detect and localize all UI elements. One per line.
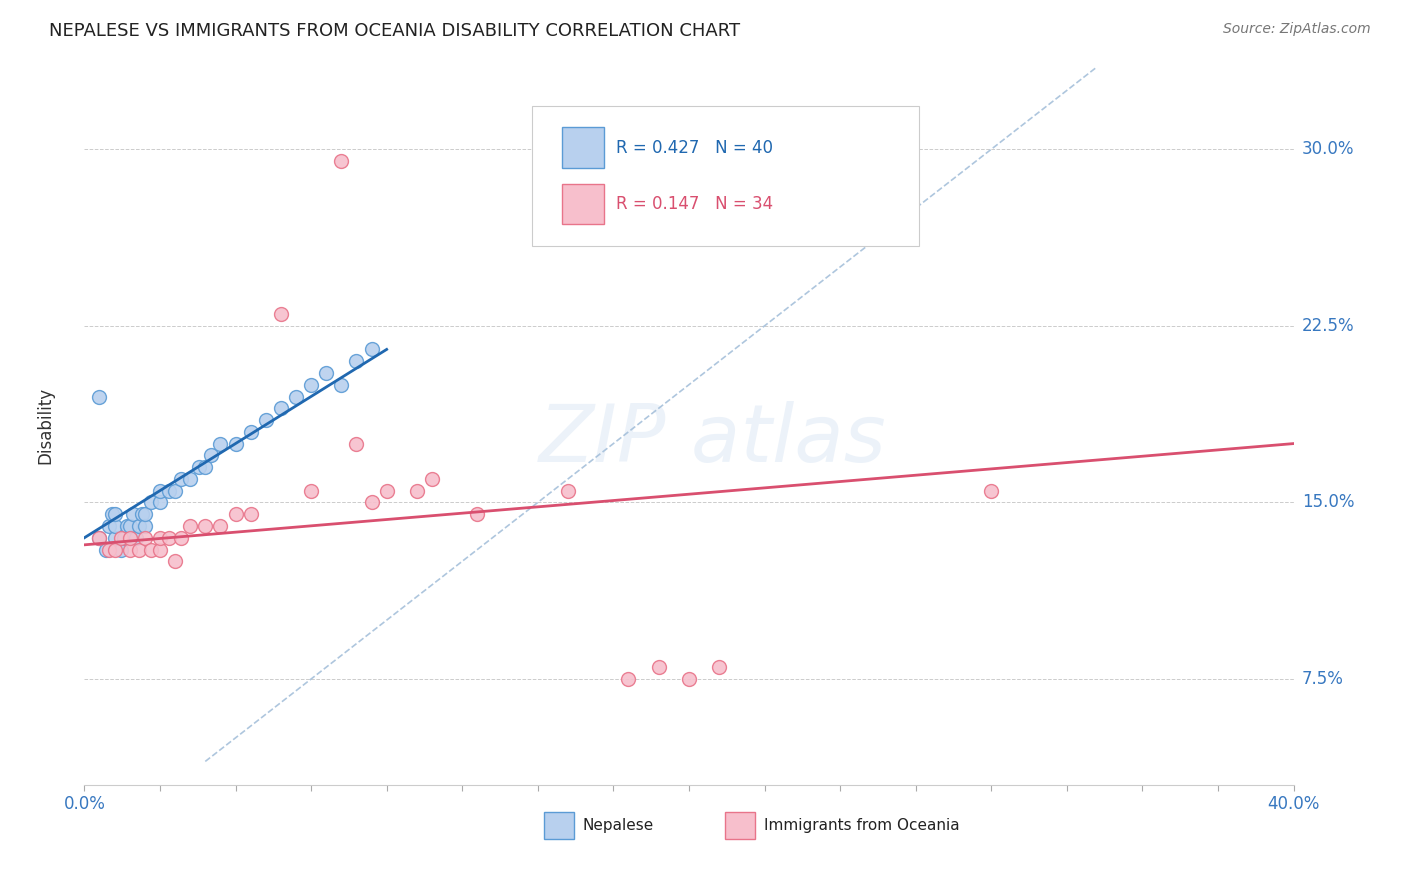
Text: R = 0.427   N = 40: R = 0.427 N = 40 <box>616 138 773 156</box>
Text: 22.5%: 22.5% <box>1302 317 1354 334</box>
Point <box>557 483 579 498</box>
Point <box>97 542 120 557</box>
Point <box>179 519 201 533</box>
Point <box>709 660 731 674</box>
Point <box>104 531 127 545</box>
Point <box>270 401 292 416</box>
Point <box>617 672 640 686</box>
Point <box>360 343 382 357</box>
Point <box>149 483 172 498</box>
FancyBboxPatch shape <box>531 106 918 246</box>
Point <box>128 519 150 533</box>
Point <box>104 542 127 557</box>
Point <box>194 460 217 475</box>
Point <box>330 377 353 392</box>
Point <box>121 507 143 521</box>
Point <box>149 495 172 509</box>
Point <box>225 436 247 450</box>
Point <box>170 531 193 545</box>
Text: 15.0%: 15.0% <box>1302 493 1354 511</box>
Point <box>118 519 141 533</box>
Point <box>285 390 308 404</box>
Point <box>239 425 262 439</box>
Point <box>89 390 111 404</box>
Point <box>315 366 337 380</box>
Point <box>125 531 148 545</box>
Point <box>118 531 141 545</box>
Point <box>170 472 193 486</box>
Point <box>134 519 156 533</box>
Bar <box>562 128 605 168</box>
Point <box>157 531 180 545</box>
Point <box>194 519 217 533</box>
Text: NEPALESE VS IMMIGRANTS FROM OCEANIA DISABILITY CORRELATION CHART: NEPALESE VS IMMIGRANTS FROM OCEANIA DISA… <box>49 22 741 40</box>
Point <box>188 460 211 475</box>
Point <box>165 554 187 568</box>
Point <box>467 507 489 521</box>
Point <box>139 495 162 509</box>
Point <box>134 507 156 521</box>
Point <box>179 472 201 486</box>
Bar <box>544 812 574 838</box>
Point <box>115 519 138 533</box>
Point <box>118 531 141 545</box>
Point <box>134 531 156 545</box>
Point <box>980 483 1002 498</box>
Point <box>131 507 153 521</box>
Text: ZIP atlas: ZIP atlas <box>540 401 887 479</box>
Point <box>112 531 135 545</box>
Point <box>157 483 180 498</box>
Point <box>165 483 187 498</box>
Point <box>678 672 700 686</box>
Point <box>254 413 277 427</box>
Point <box>209 519 232 533</box>
Point <box>104 507 127 521</box>
Point <box>346 354 368 368</box>
Text: 7.5%: 7.5% <box>1302 670 1344 688</box>
Text: R = 0.147   N = 34: R = 0.147 N = 34 <box>616 195 773 213</box>
Point <box>239 507 262 521</box>
Bar <box>725 812 755 838</box>
Point <box>200 448 222 462</box>
Point <box>375 483 398 498</box>
Point <box>299 483 322 498</box>
Text: Nepalese: Nepalese <box>582 818 654 832</box>
Point <box>149 542 172 557</box>
Point <box>420 472 443 486</box>
Point <box>94 542 117 557</box>
Point <box>128 542 150 557</box>
Point <box>209 436 232 450</box>
Point <box>97 519 120 533</box>
Point <box>225 507 247 521</box>
Point <box>346 436 368 450</box>
Text: Immigrants from Oceania: Immigrants from Oceania <box>763 818 959 832</box>
Point <box>406 483 429 498</box>
Point <box>118 542 141 557</box>
Point <box>110 531 132 545</box>
Point <box>104 519 127 533</box>
Point <box>648 660 671 674</box>
Point <box>89 531 111 545</box>
Point <box>149 531 172 545</box>
Text: Source: ZipAtlas.com: Source: ZipAtlas.com <box>1223 22 1371 37</box>
Bar <box>562 184 605 224</box>
Point <box>299 377 322 392</box>
Point <box>270 307 292 321</box>
Point <box>89 531 111 545</box>
Text: 30.0%: 30.0% <box>1302 140 1354 158</box>
Point <box>100 507 122 521</box>
Point <box>110 542 132 557</box>
Point <box>139 542 162 557</box>
Point <box>330 154 353 169</box>
Point <box>360 495 382 509</box>
Text: Disability: Disability <box>37 387 53 465</box>
